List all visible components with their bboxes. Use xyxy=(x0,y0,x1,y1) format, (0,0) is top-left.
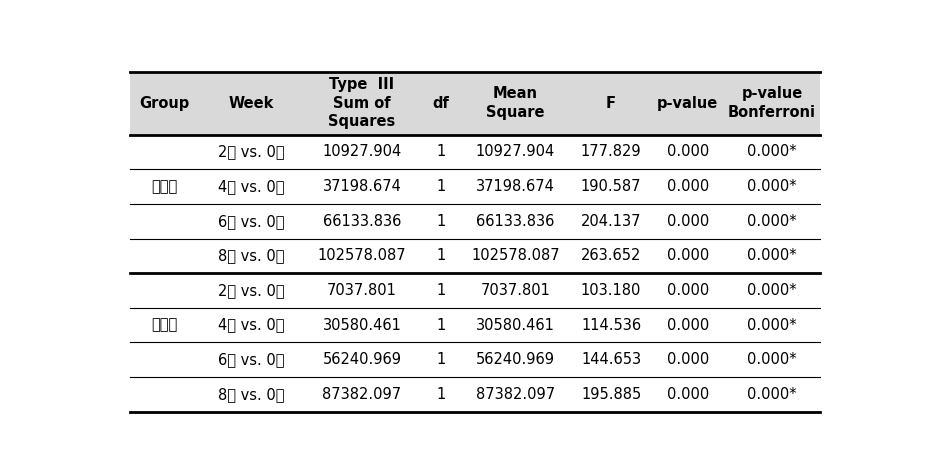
Text: 102578.087: 102578.087 xyxy=(318,248,406,263)
Text: 10927.904: 10927.904 xyxy=(476,144,555,160)
Text: 66133.836: 66133.836 xyxy=(323,214,401,228)
Text: 1: 1 xyxy=(436,387,445,402)
Text: 66133.836: 66133.836 xyxy=(476,214,554,228)
Text: 190.587: 190.587 xyxy=(581,179,641,194)
Text: Group: Group xyxy=(140,95,190,111)
Text: 177.829: 177.829 xyxy=(581,144,641,160)
Text: 30580.461: 30580.461 xyxy=(476,318,554,332)
Text: 1: 1 xyxy=(436,352,445,367)
Text: df: df xyxy=(432,95,449,111)
Text: 103.180: 103.180 xyxy=(581,283,641,298)
Text: 4주 vs. 0주: 4주 vs. 0주 xyxy=(218,318,285,332)
Text: 7037.801: 7037.801 xyxy=(327,283,397,298)
Text: 10927.904: 10927.904 xyxy=(323,144,401,160)
Text: 대조군: 대조군 xyxy=(152,318,178,332)
Text: Mean
Square: Mean Square xyxy=(486,86,544,120)
Text: p-value
Bonferroni: p-value Bonferroni xyxy=(728,86,816,120)
Text: Week: Week xyxy=(228,95,273,111)
Text: 37198.674: 37198.674 xyxy=(476,179,554,194)
Text: 0.000*: 0.000* xyxy=(747,214,797,228)
Text: 1: 1 xyxy=(436,283,445,298)
Text: 8주 vs. 0주: 8주 vs. 0주 xyxy=(218,248,285,263)
Text: p-value: p-value xyxy=(657,95,718,111)
Text: 0.000*: 0.000* xyxy=(747,387,797,402)
Text: 1: 1 xyxy=(436,248,445,263)
Text: 37198.674: 37198.674 xyxy=(323,179,401,194)
Text: 2주 vs. 0주: 2주 vs. 0주 xyxy=(218,144,285,160)
Text: 4주 vs. 0주: 4주 vs. 0주 xyxy=(218,179,285,194)
Text: 1: 1 xyxy=(436,318,445,332)
Text: 8주 vs. 0주: 8주 vs. 0주 xyxy=(218,387,285,402)
Text: 102578.087: 102578.087 xyxy=(471,248,560,263)
Text: 87382.097: 87382.097 xyxy=(476,387,555,402)
Text: 0.000*: 0.000* xyxy=(747,283,797,298)
Text: 144.653: 144.653 xyxy=(581,352,641,367)
Text: 195.885: 195.885 xyxy=(581,387,641,402)
Text: 시험군: 시험군 xyxy=(152,179,178,194)
Text: 1: 1 xyxy=(436,214,445,228)
Text: 30580.461: 30580.461 xyxy=(323,318,401,332)
Text: 87382.097: 87382.097 xyxy=(323,387,401,402)
Text: 263.652: 263.652 xyxy=(581,248,641,263)
Text: 0.000: 0.000 xyxy=(667,248,709,263)
Text: Type  III
Sum of
Squares: Type III Sum of Squares xyxy=(328,77,396,129)
Text: 0.000*: 0.000* xyxy=(747,248,797,263)
Text: 0.000: 0.000 xyxy=(667,179,709,194)
Text: 1: 1 xyxy=(436,144,445,160)
Text: 0.000: 0.000 xyxy=(667,283,709,298)
Text: 0.000: 0.000 xyxy=(667,214,709,228)
Text: 0.000*: 0.000* xyxy=(747,179,797,194)
Text: 56240.969: 56240.969 xyxy=(476,352,555,367)
Text: 6주 vs. 0주: 6주 vs. 0주 xyxy=(218,214,285,228)
Text: 7037.801: 7037.801 xyxy=(480,283,551,298)
Text: F: F xyxy=(606,95,616,111)
Text: 0.000*: 0.000* xyxy=(747,318,797,332)
Text: 6주 vs. 0주: 6주 vs. 0주 xyxy=(218,352,285,367)
Text: 0.000: 0.000 xyxy=(667,144,709,160)
Text: 0.000*: 0.000* xyxy=(747,352,797,367)
Text: 204.137: 204.137 xyxy=(581,214,641,228)
Text: 114.536: 114.536 xyxy=(581,318,641,332)
Text: 1: 1 xyxy=(436,179,445,194)
Text: 2주 vs. 0주: 2주 vs. 0주 xyxy=(218,283,285,298)
Text: 0.000*: 0.000* xyxy=(747,144,797,160)
Text: 0.000: 0.000 xyxy=(667,387,709,402)
Text: 0.000: 0.000 xyxy=(667,352,709,367)
Bar xyxy=(130,72,819,134)
Text: 0.000: 0.000 xyxy=(667,318,709,332)
Text: 56240.969: 56240.969 xyxy=(323,352,401,367)
